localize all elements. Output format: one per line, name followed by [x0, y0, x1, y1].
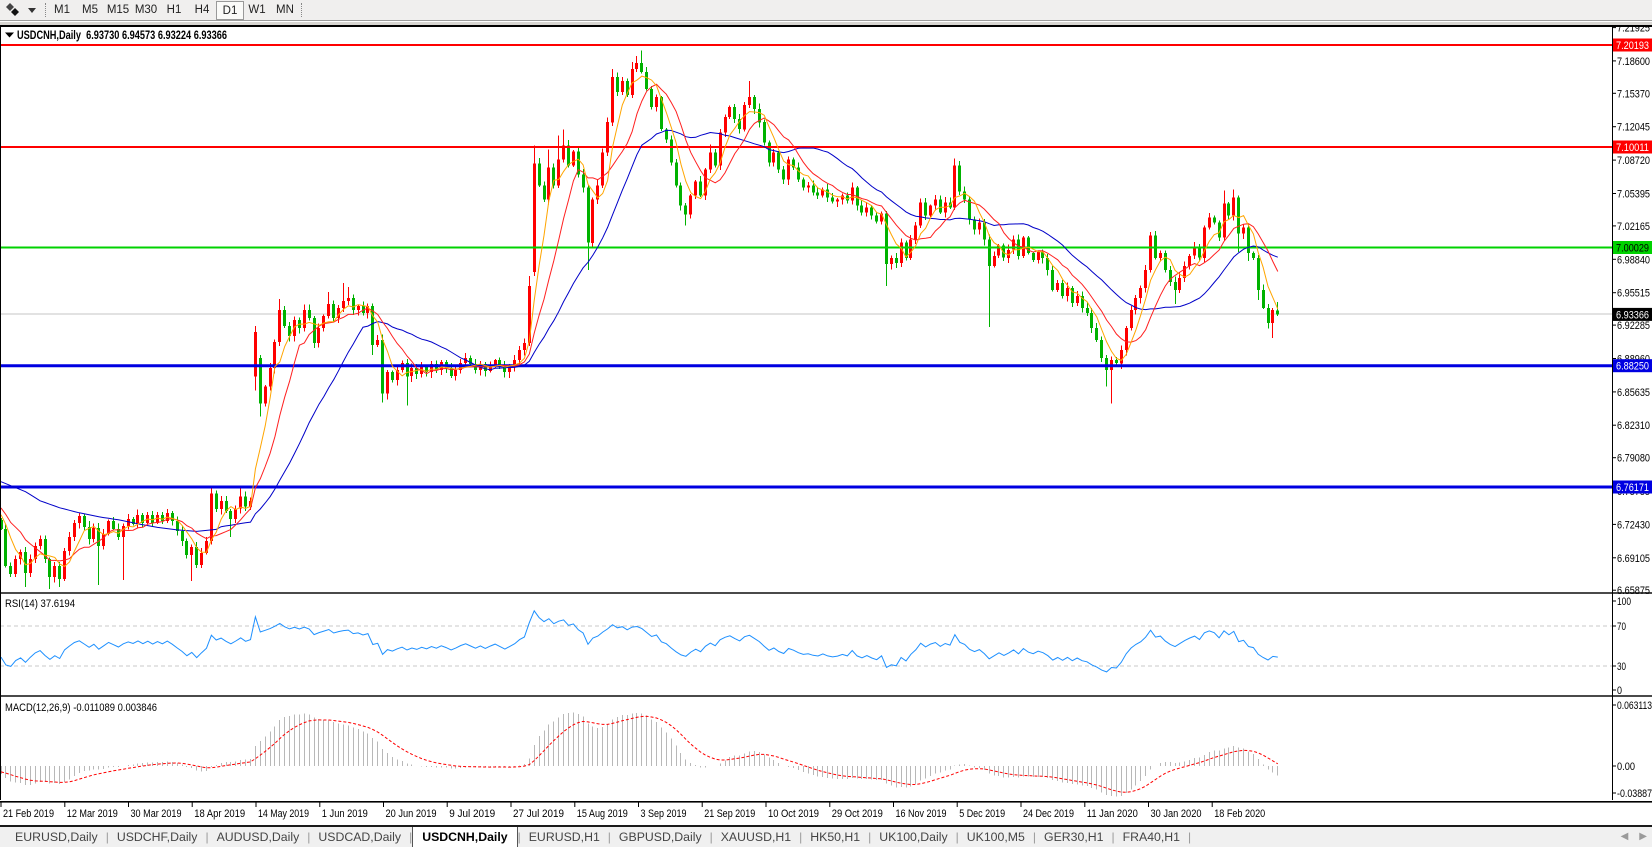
svg-text:9 Jul 2019: 9 Jul 2019 — [449, 808, 495, 820]
svg-text:20 Jun 2019: 20 Jun 2019 — [386, 808, 437, 820]
svg-text:70: 70 — [1617, 621, 1626, 633]
svg-text:6.65875: 6.65875 — [1617, 585, 1650, 597]
svg-text:14 May 2019: 14 May 2019 — [258, 808, 309, 820]
svg-text:100: 100 — [1617, 596, 1631, 608]
svg-text:21 Feb 2019: 21 Feb 2019 — [3, 808, 54, 820]
svg-text:7.15370: 7.15370 — [1617, 88, 1650, 100]
svg-text:6.69105: 6.69105 — [1617, 553, 1650, 565]
svg-text:6.82310: 6.82310 — [1617, 420, 1650, 432]
svg-text:18 Feb 2020: 18 Feb 2020 — [1214, 808, 1265, 820]
svg-text:10 Oct 2019: 10 Oct 2019 — [768, 808, 819, 820]
svg-text:7.05395: 7.05395 — [1617, 189, 1650, 201]
svg-text:6.88250: 6.88250 — [1616, 361, 1649, 373]
svg-text:11 Jan 2020: 11 Jan 2020 — [1087, 808, 1138, 820]
svg-text:6.76171: 6.76171 — [1616, 482, 1649, 494]
svg-text:30: 30 — [1617, 661, 1626, 673]
svg-text:7.20193: 7.20193 — [1616, 40, 1649, 52]
svg-text:24 Dec 2019: 24 Dec 2019 — [1023, 808, 1074, 820]
svg-text:RSI(14) 37.6194: RSI(14) 37.6194 — [5, 598, 75, 610]
svg-text:USDCNH,Daily 6.93730 6.94573: USDCNH,Daily 6.93730 6.94573 6.93224 6.9… — [17, 28, 227, 42]
svg-text:6.79080: 6.79080 — [1617, 453, 1650, 465]
svg-text:15 Aug 2019: 15 Aug 2019 — [577, 808, 628, 820]
svg-text:6.95515: 6.95515 — [1617, 288, 1650, 300]
svg-text:30 Mar 2019: 30 Mar 2019 — [131, 808, 182, 820]
svg-text:6.93366: 6.93366 — [1616, 309, 1649, 321]
svg-text:6.85635: 6.85635 — [1617, 387, 1650, 399]
svg-text:7.08720: 7.08720 — [1617, 155, 1650, 167]
svg-text:27 Jul 2019: 27 Jul 2019 — [513, 808, 564, 820]
svg-text:29 Oct 2019: 29 Oct 2019 — [832, 808, 883, 820]
svg-text:30 Jan 2020: 30 Jan 2020 — [1151, 808, 1202, 820]
svg-text:MACD(12,26,9) -0.011089 0.0038: MACD(12,26,9) -0.011089 0.003846 — [5, 702, 157, 714]
svg-text:0.00: 0.00 — [1617, 761, 1635, 773]
svg-text:7.21925: 7.21925 — [1617, 23, 1650, 35]
svg-text:7.12045: 7.12045 — [1617, 122, 1650, 134]
svg-text:16 Nov 2019: 16 Nov 2019 — [896, 808, 947, 820]
svg-text:6.72430: 6.72430 — [1617, 519, 1650, 531]
svg-text:18 Apr 2019: 18 Apr 2019 — [194, 808, 245, 820]
svg-text:1 Jun 2019: 1 Jun 2019 — [322, 808, 368, 820]
svg-text:6.92285: 6.92285 — [1617, 320, 1650, 332]
svg-text:21 Sep 2019: 21 Sep 2019 — [704, 808, 755, 820]
svg-text:0: 0 — [1617, 685, 1622, 697]
svg-text:7.18600: 7.18600 — [1617, 56, 1650, 68]
svg-text:7.02165: 7.02165 — [1617, 221, 1650, 233]
svg-text:5 Dec 2019: 5 Dec 2019 — [959, 808, 1005, 820]
svg-text:6.98840: 6.98840 — [1617, 254, 1650, 266]
svg-text:7.00029: 7.00029 — [1616, 243, 1649, 255]
svg-text:0.063113: 0.063113 — [1617, 700, 1652, 712]
svg-text:3 Sep 2019: 3 Sep 2019 — [641, 808, 687, 820]
svg-text:7.10011: 7.10011 — [1616, 142, 1649, 154]
svg-text:12 Mar 2019: 12 Mar 2019 — [67, 808, 118, 820]
